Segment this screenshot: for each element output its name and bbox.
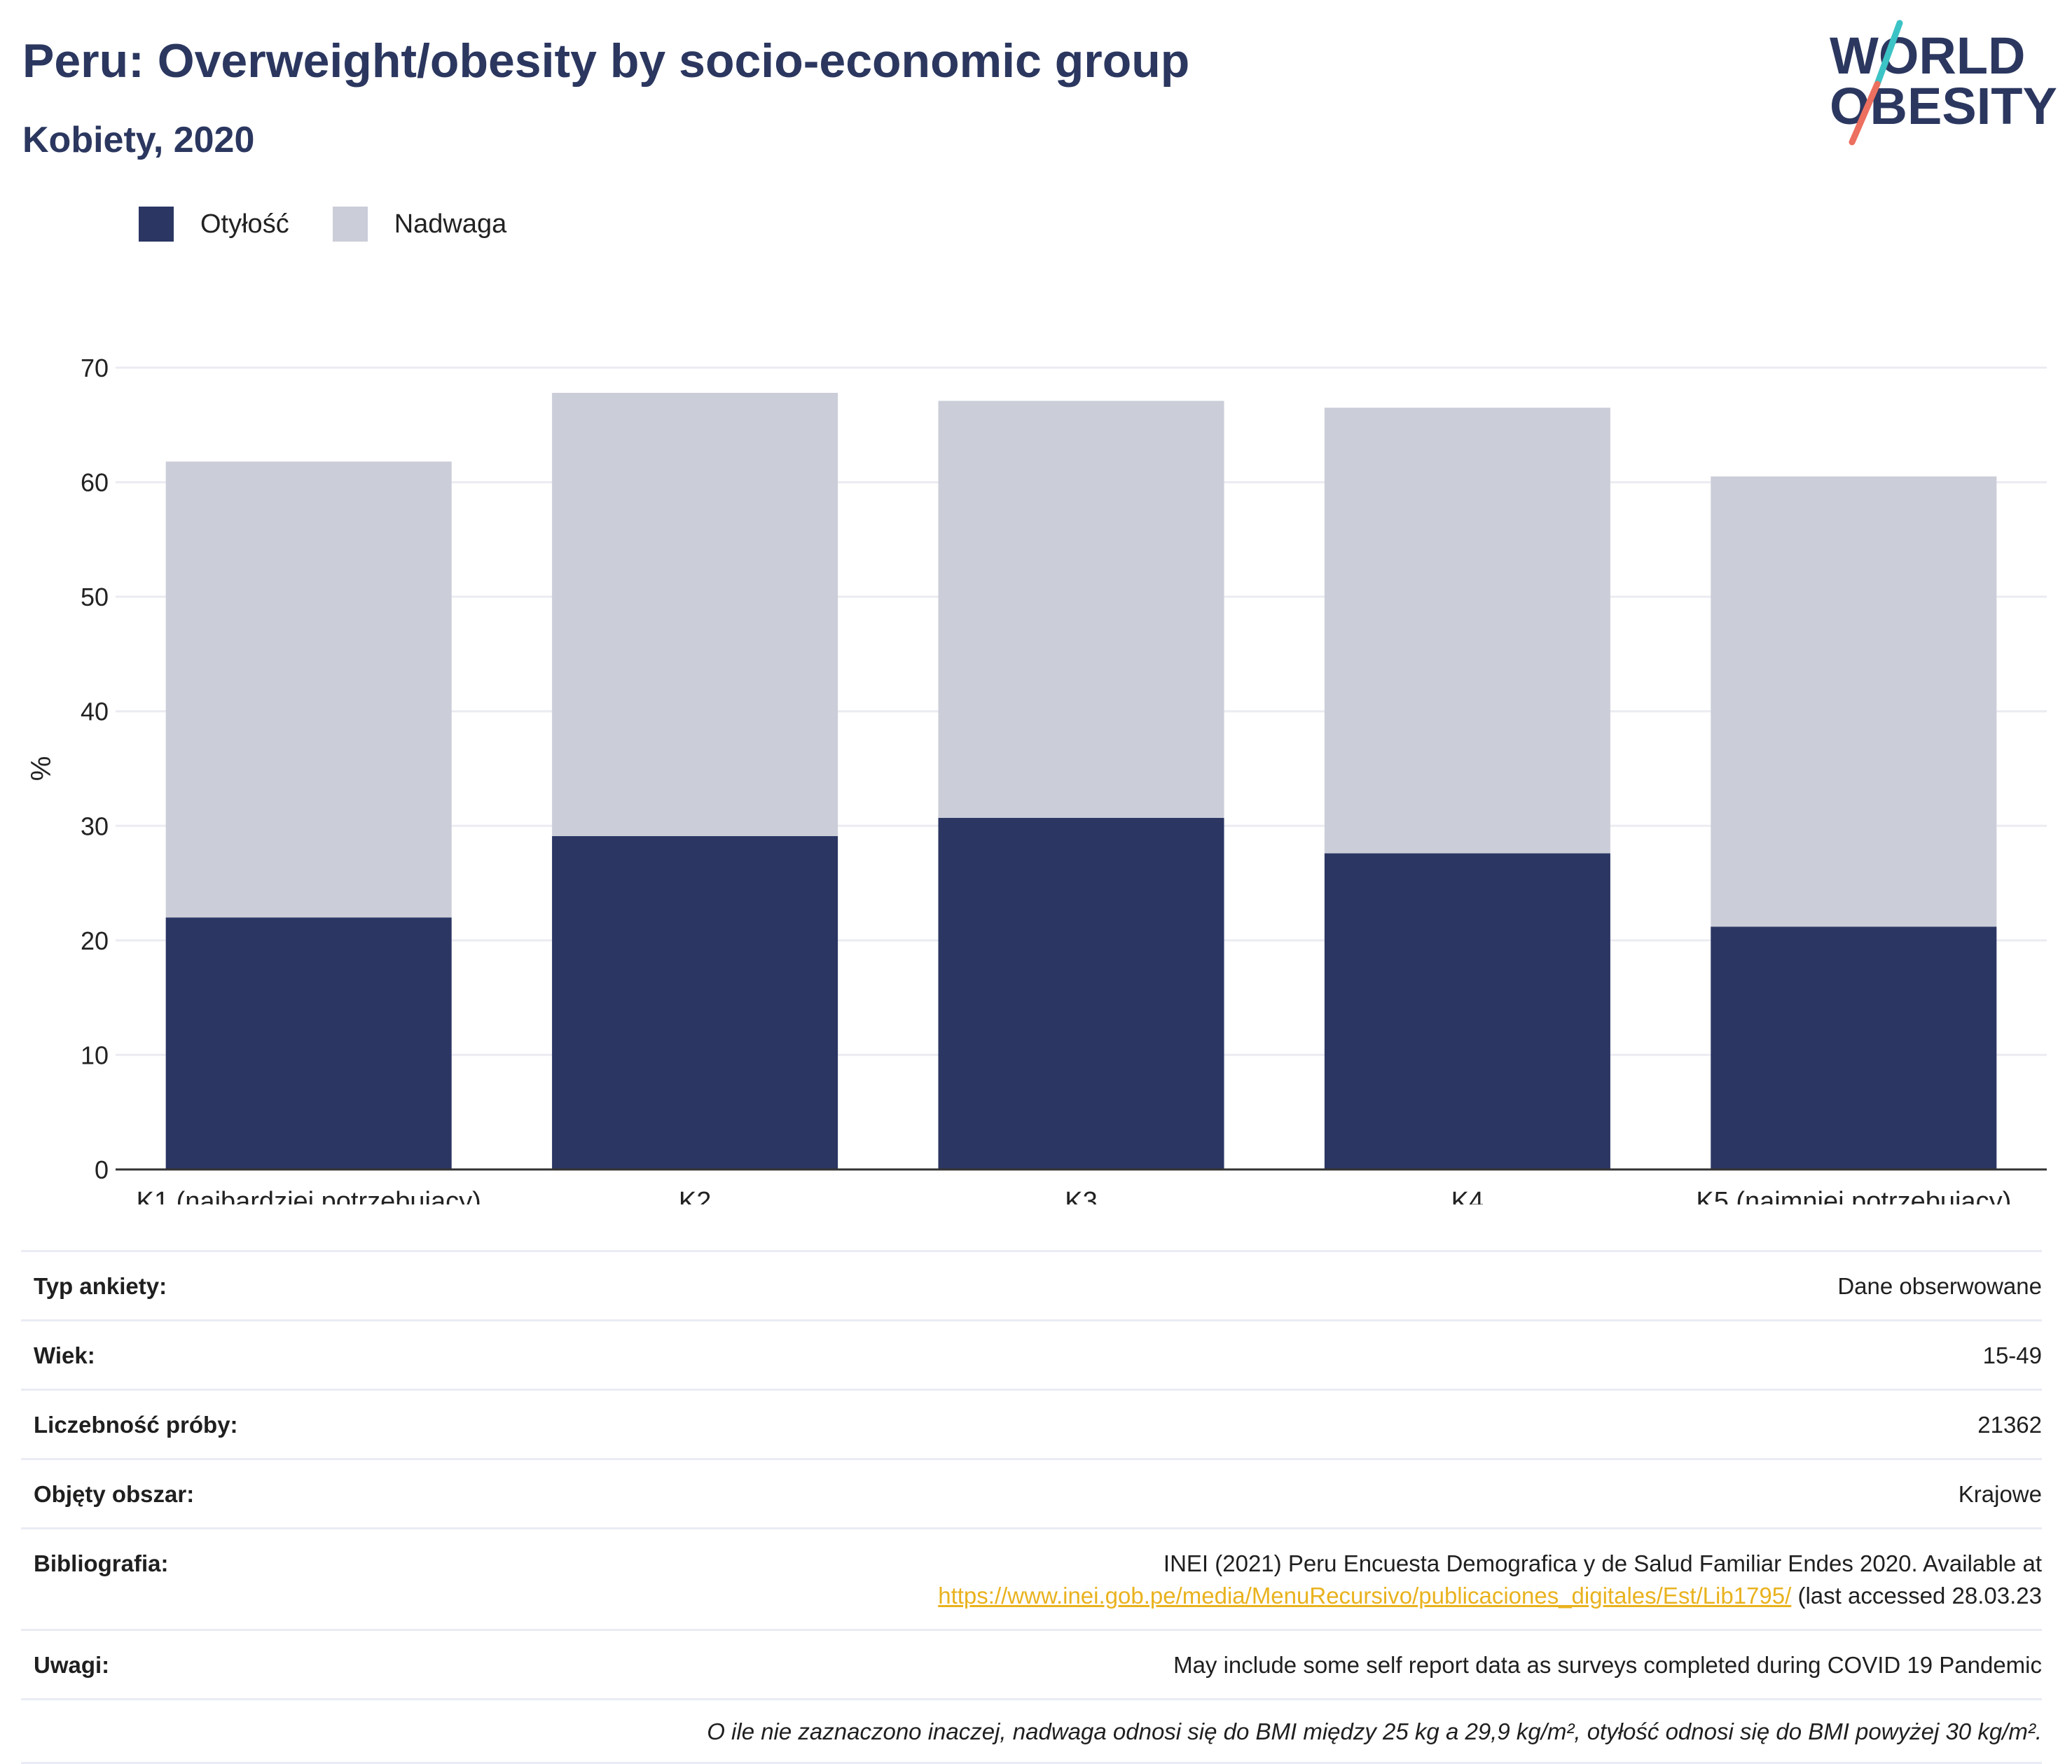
bar-obesity: [1324, 853, 1610, 1169]
meta-row-notes: Uwagi: May include some self report data …: [21, 1629, 2042, 1698]
chart-subtitle: Kobiety, 2020: [22, 120, 255, 160]
meta-value: 21362: [1977, 1409, 2042, 1441]
meta-key: Wiek:: [34, 1342, 95, 1368]
meta-value-text: Krajowe: [1958, 1481, 2042, 1507]
y-tick-label: 60: [81, 468, 109, 497]
y-tick-label: 10: [81, 1041, 109, 1069]
legend-item-obesity[interactable]: Otyłość: [139, 207, 289, 242]
bar-obesity: [552, 836, 838, 1169]
legend-item-overweight[interactable]: Nadwaga: [332, 207, 507, 242]
meta-value: Dane obserwowane: [1837, 1270, 2042, 1303]
y-tick-label: 50: [81, 583, 109, 611]
meta-value: Krajowe: [1959, 1478, 2042, 1510]
bar-overweight: [1324, 408, 1610, 854]
meta-row-area-covered: Objęty obszar: Krajowe: [21, 1458, 2042, 1527]
meta-row-survey-type: Typ ankiety: Dane obserwowane: [21, 1250, 2042, 1319]
bar-overweight: [165, 461, 452, 918]
meta-value-text: 21362: [1977, 1412, 2042, 1438]
x-tick-label: K2: [679, 1187, 711, 1204]
meta-value-text: INEI (2021) Peru Encuesta Demografica y …: [1163, 1550, 2042, 1576]
meta-key: Liczebność próby:: [34, 1412, 238, 1438]
chart-title: Peru: Overweight/obesity by socio-econom…: [22, 34, 1190, 88]
definition-footnote: O ile nie zaznaczono inaczej, nadwaga od…: [21, 1698, 2042, 1764]
meta-key: Bibliografia:: [34, 1550, 169, 1576]
x-tick-label: K3: [1065, 1187, 1097, 1204]
metadata-table: Typ ankiety: Dane obserwowane Wiek: 15-49 Li…: [21, 1250, 2042, 1764]
x-tick-label: K5 (najmniej potrzebujący): [1696, 1187, 2011, 1204]
bibliography-link[interactable]: https://www.inei.gob.pe/media/MenuRecurs…: [938, 1583, 1792, 1609]
meta-value: INEI (2021) Peru Encuesta Demografica y …: [938, 1548, 2042, 1612]
bar-obesity: [1711, 926, 1997, 1169]
world-obesity-logo: WORLD OBESITY: [1830, 20, 2057, 146]
bar-overweight: [938, 401, 1224, 818]
meta-key: Uwagi:: [34, 1652, 110, 1678]
logo-slash-coral: [1849, 81, 1881, 146]
legend-label-overweight: Nadwaga: [394, 209, 507, 239]
y-tick-label: 70: [81, 354, 109, 382]
meta-key: Typ ankiety:: [34, 1273, 167, 1299]
x-tick-label: K1 (najbardziej potrzebujący): [137, 1187, 481, 1204]
meta-key: Objęty obszar:: [34, 1481, 195, 1507]
bar-obesity: [165, 917, 452, 1169]
meta-value: 15-49: [1983, 1340, 2042, 1372]
y-tick-label: 0: [95, 1155, 109, 1184]
legend-label-obesity: Otyłość: [200, 209, 289, 239]
stacked-bar-chart: 0 10 20 30 40 50 60 70% K1 (najbardziej potrzebu…: [26, 354, 2047, 1204]
bar-obesity: [938, 817, 1224, 1169]
logo-slash-teal: [1874, 20, 1903, 88]
meta-value-text: 15-49: [1982, 1342, 2042, 1368]
bar-overweight: [552, 392, 838, 837]
y-tick-label: 20: [81, 926, 109, 955]
logo-word-obesity: OBESITY: [1830, 77, 2057, 135]
x-tick-label: K4: [1451, 1187, 1484, 1204]
chart-legend: Otyłość Nadwaga: [139, 207, 550, 242]
y-tick-label: 40: [81, 697, 109, 726]
meta-value-text: May include some self report data as sur…: [1173, 1652, 2042, 1678]
legend-swatch-obesity: [139, 207, 174, 242]
legend-swatch-overweight: [332, 207, 368, 242]
meta-row-bibliography: Bibliografia: INEI (2021) Peru Encuesta D…: [21, 1527, 2042, 1629]
y-tick-label: 30: [81, 812, 109, 840]
bar-overweight: [1711, 476, 1997, 927]
meta-value-suffix: (last accessed 28.03.23: [1791, 1583, 2042, 1609]
meta-row-sample-size: Liczebność próby: 21362: [21, 1389, 2042, 1458]
meta-row-age: Wiek: 15-49: [21, 1319, 2042, 1389]
meta-value-text: Dane obserwowane: [1837, 1273, 2042, 1299]
logo-word-world: WORLD: [1830, 27, 2026, 85]
y-axis-label: %: [26, 756, 57, 782]
meta-value: May include some self report data as sur…: [1173, 1649, 2042, 1681]
